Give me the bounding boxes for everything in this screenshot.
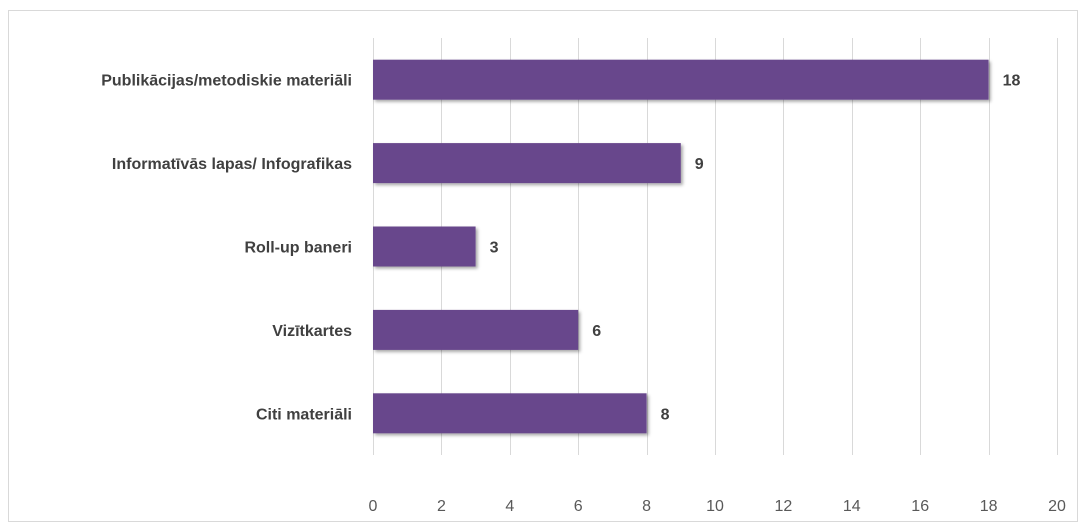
x-tick-label: 18 <box>980 498 998 515</box>
x-tick-label: 16 <box>911 498 929 515</box>
gridlines <box>373 38 1058 455</box>
category-label: Informatīvās lapas/ Infografikas <box>112 156 352 173</box>
data-label: 18 <box>1003 73 1021 90</box>
bar <box>373 226 476 267</box>
category-label: Citi materiāli <box>256 406 352 423</box>
bars <box>373 59 989 434</box>
data-label: 3 <box>490 240 499 257</box>
x-tick-label: 12 <box>775 498 793 515</box>
bar <box>373 309 579 350</box>
bar <box>373 393 647 434</box>
x-tick-label: 0 <box>369 498 378 515</box>
bar <box>373 59 989 100</box>
x-tick-label: 8 <box>642 498 651 515</box>
data-label: 6 <box>592 323 601 340</box>
category-label: Publikācijas/metodiskie materiāli <box>101 73 352 90</box>
x-tick-label: 4 <box>505 498 514 515</box>
category-label: Roll-up baneri <box>244 240 352 257</box>
category-label: Vizītkartes <box>272 323 352 340</box>
bar <box>373 143 681 184</box>
data-label: 8 <box>661 406 670 423</box>
x-tick-label: 6 <box>574 498 583 515</box>
labels: 0 2 4 6 8 10 12 14 16 18 20 Publikācijas/metodiskie… <box>101 73 1066 515</box>
x-tick-label: 10 <box>706 498 724 515</box>
x-tick-label: 2 <box>437 498 446 515</box>
data-label: 9 <box>695 156 704 173</box>
x-tick-label: 14 <box>843 498 861 515</box>
x-tick-label: 20 <box>1048 498 1066 515</box>
